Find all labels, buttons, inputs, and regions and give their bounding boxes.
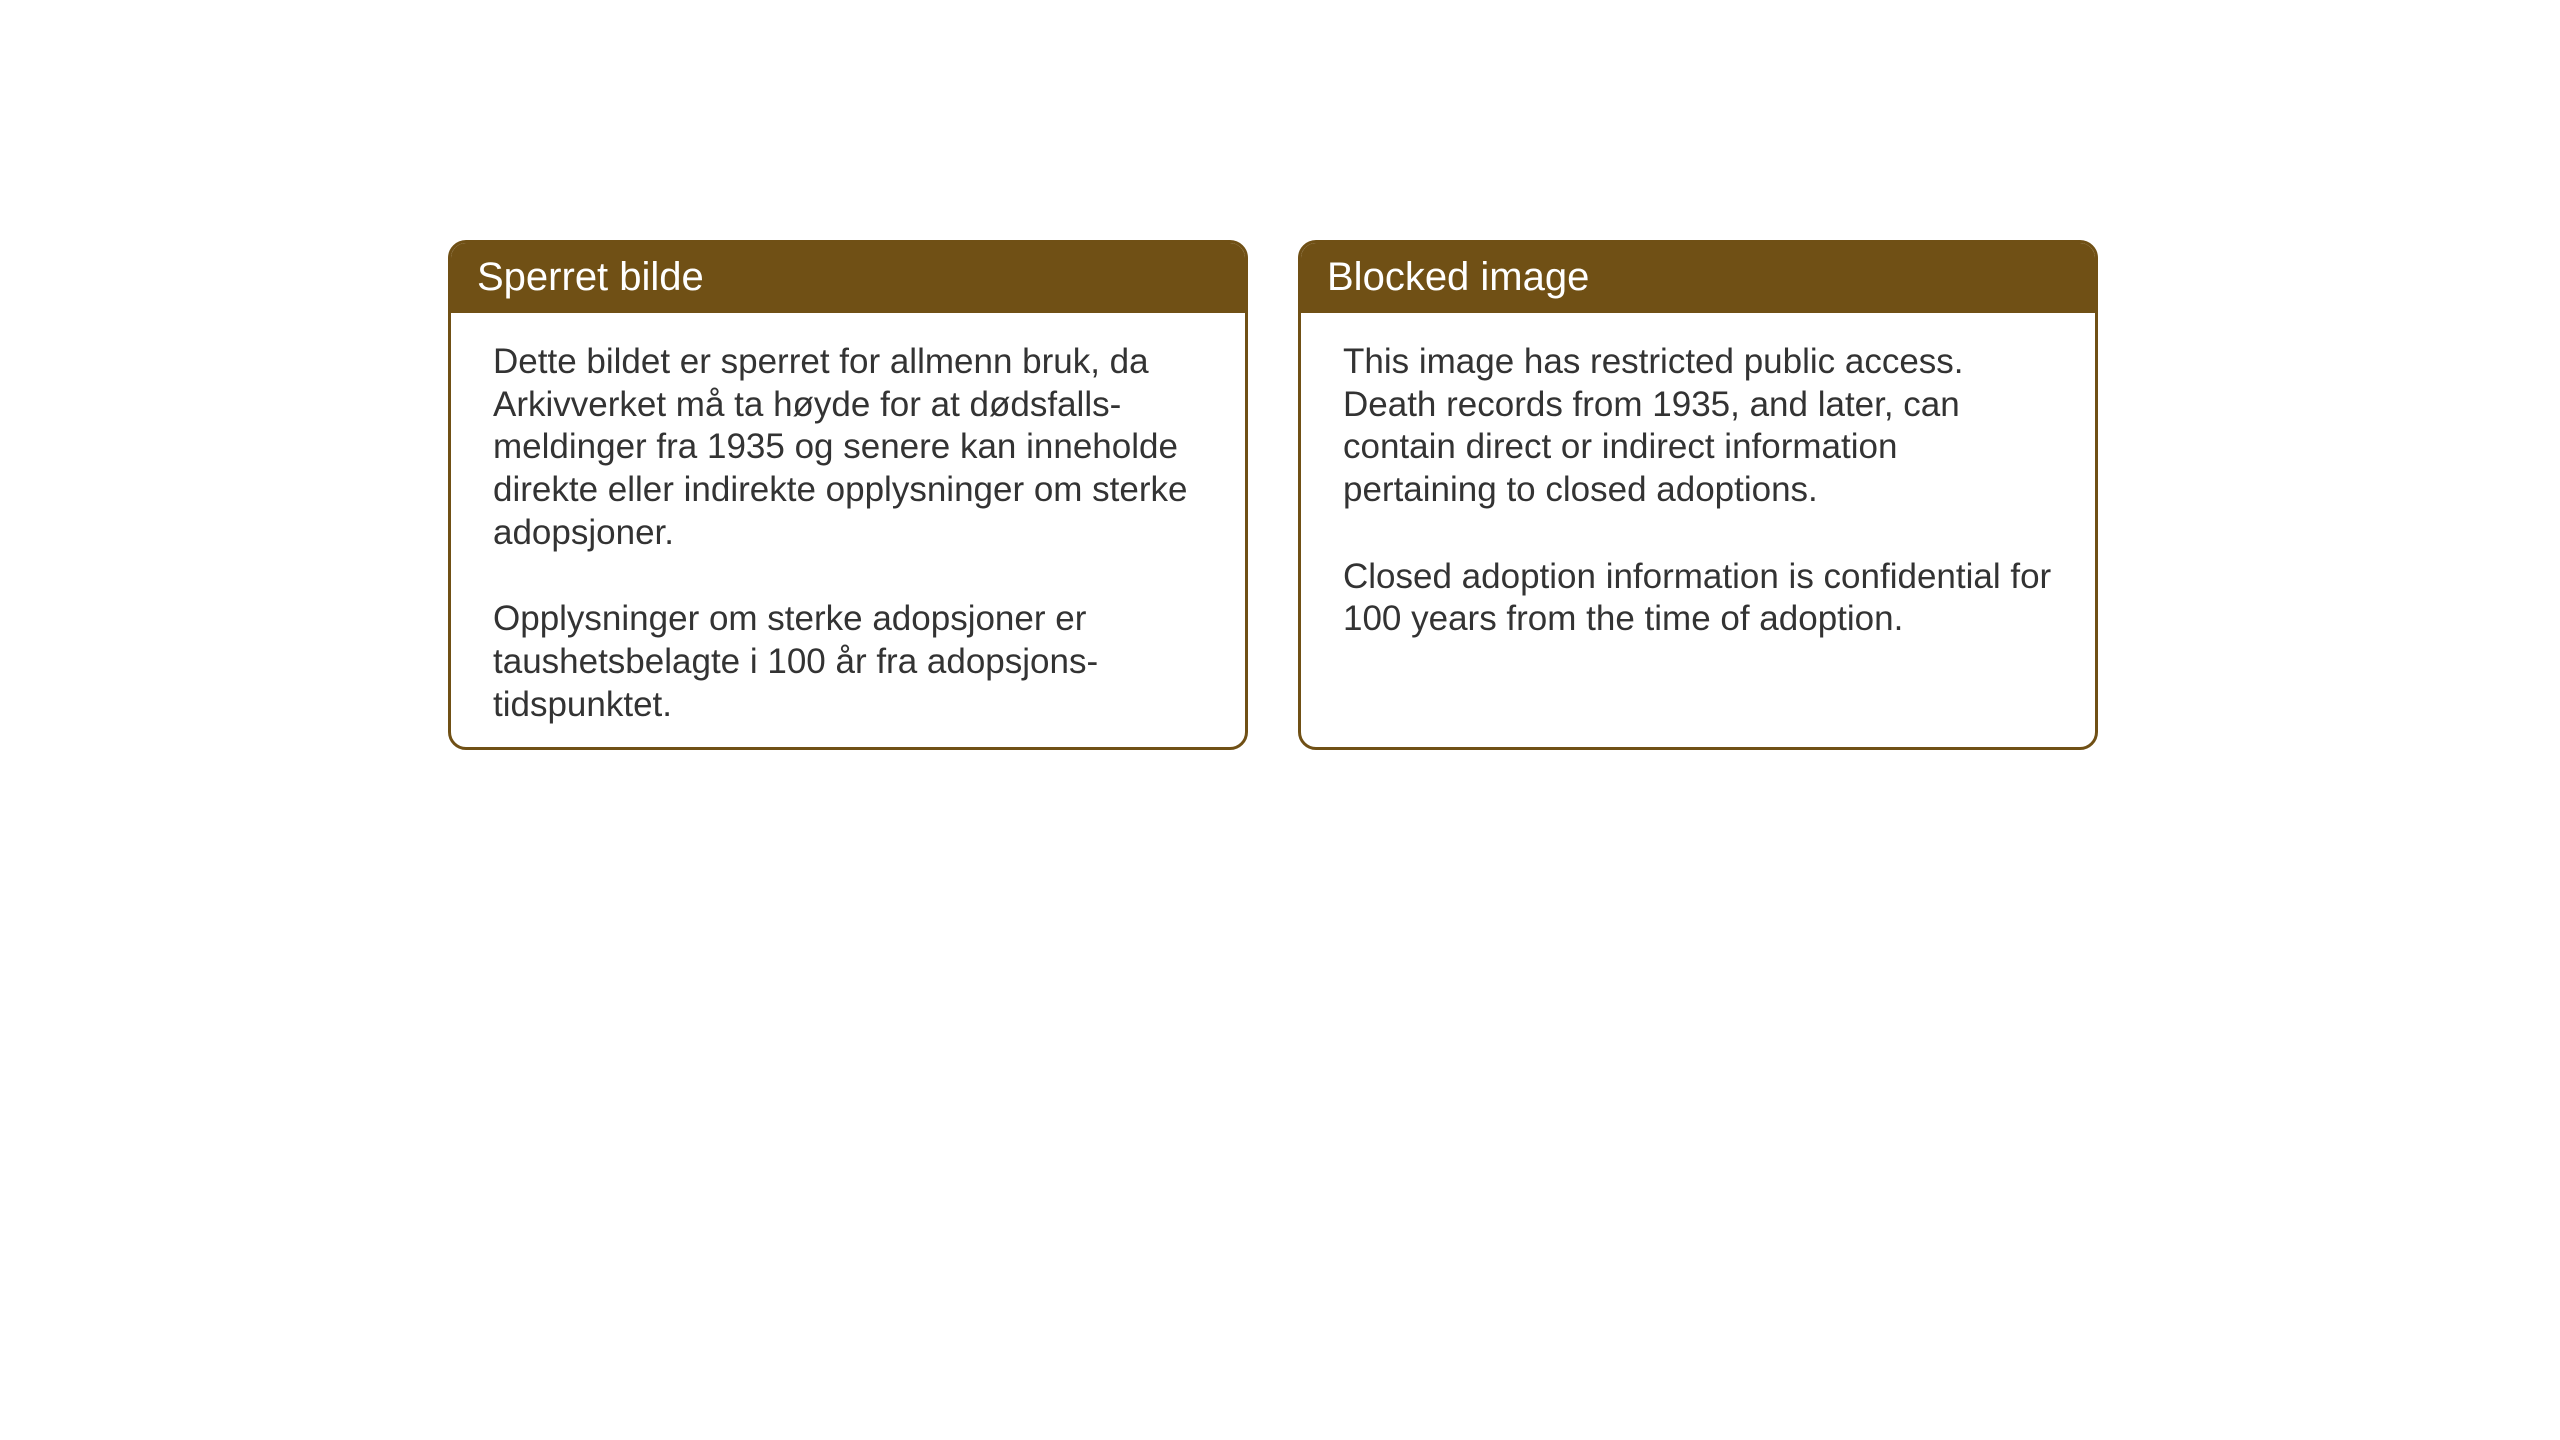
- panel-container: Sperret bilde Dette bildet er sperret fo…: [448, 240, 2098, 750]
- panel-norwegian: Sperret bilde Dette bildet er sperret fo…: [448, 240, 1248, 750]
- panel-header-norwegian: Sperret bilde: [451, 243, 1245, 313]
- panel-paragraph2-norwegian: Opplysninger om sterke adopsjoner er tau…: [493, 598, 1203, 726]
- panel-paragraph2-english: Closed adoption information is confident…: [1343, 556, 2053, 641]
- panel-body-english: This image has restricted public access.…: [1301, 313, 2095, 669]
- panel-title-norwegian: Sperret bilde: [477, 255, 704, 299]
- panel-english: Blocked image This image has restricted …: [1298, 240, 2098, 750]
- panel-body-norwegian: Dette bildet er sperret for allmenn bruk…: [451, 313, 1245, 750]
- panel-paragraph1-norwegian: Dette bildet er sperret for allmenn bruk…: [493, 341, 1203, 554]
- panel-title-english: Blocked image: [1327, 255, 1589, 299]
- panel-header-english: Blocked image: [1301, 243, 2095, 313]
- panel-paragraph1-english: This image has restricted public access.…: [1343, 341, 2053, 512]
